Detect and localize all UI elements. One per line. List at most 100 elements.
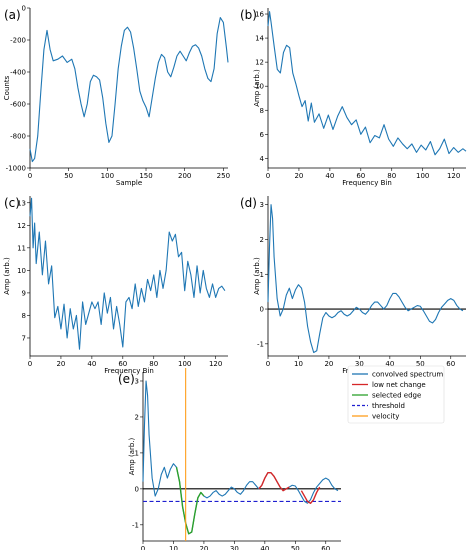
x-tick-label: 30 (355, 360, 364, 368)
x-tick-label: 10 (169, 545, 178, 550)
panel-label: (a) (4, 8, 21, 22)
chart-panel-1: (a)0 50 100 150 200 250-1000-800-600-400-2000… (3, 5, 230, 188)
x-axis-label: Frequency Bin (104, 367, 154, 375)
x-tick-label: 20 (199, 545, 208, 550)
x-tick-label: 0 (28, 360, 32, 368)
y-tick-label: 3 (260, 201, 264, 209)
y-tick-label: 9 (22, 289, 26, 297)
x-tick-label: 120 (447, 172, 460, 180)
series-line-selected-edge (175, 467, 205, 535)
x-tick-label: 80 (149, 360, 158, 368)
x-tick-label: 120 (209, 360, 222, 368)
x-tick-label: 20 (294, 172, 303, 180)
y-tick-label: -400 (10, 69, 26, 77)
y-tick-label: -1 (132, 521, 139, 529)
y-axis-label: Amp (arb.) (128, 437, 136, 475)
y-tick-label: 3 (135, 377, 139, 385)
x-tick-label: 50 (64, 172, 73, 180)
panel-label: (c) (4, 196, 20, 210)
x-tick-label: 0 (28, 172, 32, 180)
y-tick-label: 1 (135, 449, 139, 457)
panel-label: (d) (240, 196, 257, 210)
x-tick-label: 60 (118, 360, 127, 368)
axis-spines (142, 372, 341, 542)
legend-label: selected edge (372, 392, 421, 400)
x-tick-label: 20 (324, 360, 333, 368)
legend: convolved spectrum low net change selected… (347, 365, 445, 424)
axis-spines (29, 8, 228, 169)
series-line-1 (29, 17, 229, 163)
x-tick-label: 100 (101, 172, 114, 180)
chart-panel-2: (b) 0 20 40 60 80 100 120 4 6 8 10 12 14 16 Frequency B… (240, 8, 467, 187)
axis-spines (267, 196, 466, 357)
y-tick-label: 10 (17, 267, 26, 275)
y-tick-label: 12 (255, 59, 264, 67)
y-tick-label: 16 (255, 11, 264, 19)
y-axis-label: Amp (arb.) (253, 69, 261, 107)
x-tick-label: 30 (230, 545, 239, 550)
y-tick-label: 1 (260, 271, 264, 279)
series-line-low-net-change (258, 471, 290, 492)
x-tick-label: 100 (178, 360, 191, 368)
y-tick-label: 7 (22, 334, 26, 342)
x-tick-label: 10 (294, 360, 303, 368)
x-tick-label: 250 (217, 172, 230, 180)
y-tick-label: -1 (257, 340, 264, 348)
x-axis-label: Frequency Bin (342, 179, 392, 187)
y-tick-label: 0 (135, 485, 139, 493)
x-tick-label: 40 (325, 172, 334, 180)
y-tick-label: -200 (10, 37, 26, 45)
chart-panel-3: (c) 0 20 40 60 80 100 120 7 8 9 10 11 12 13 Frequency B… (3, 196, 228, 375)
legend-label: convolved spectrum (372, 371, 443, 379)
panel-label: (b) (240, 8, 257, 22)
y-tick-label: 8 (22, 312, 26, 320)
legend-label: threshold (372, 402, 405, 410)
y-tick-label: 13 (17, 199, 26, 207)
y-tick-label: 0 (260, 306, 264, 314)
x-tick-label: 40 (87, 360, 96, 368)
y-tick-label: 14 (255, 35, 264, 43)
x-tick-label: 150 (139, 172, 152, 180)
y-tick-label: 4 (260, 155, 265, 163)
y-axis-label: Amp (arb.) (253, 257, 261, 295)
y-tick-label: 8 (260, 107, 264, 115)
y-tick-label: -800 (10, 133, 26, 141)
y-tick-label: 0 (22, 5, 26, 13)
x-tick-label: 60 (356, 172, 365, 180)
x-tick-label: 0 (266, 360, 270, 368)
x-tick-label: 40 (385, 360, 394, 368)
legend-label: low net change (372, 381, 426, 389)
y-tick-label: 11 (17, 244, 26, 252)
y-tick-label: -1000 (6, 165, 26, 173)
y-tick-label: 12 (17, 222, 26, 230)
x-tick-label: 100 (416, 172, 429, 180)
x-tick-label: 20 (56, 360, 65, 368)
y-tick-label: -600 (10, 101, 26, 109)
x-tick-label: 200 (178, 172, 191, 180)
axis-spines (267, 8, 466, 169)
series-line-1 (29, 197, 226, 350)
x-tick-label: 0 (141, 545, 145, 550)
y-tick-label: 2 (260, 236, 264, 244)
legend-label: velocity (372, 413, 399, 421)
legend-box (347, 365, 445, 424)
x-tick-label: 80 (387, 172, 396, 180)
x-tick-label: 50 (416, 360, 425, 368)
y-tick-label: 10 (255, 83, 264, 91)
y-tick-label: 6 (260, 131, 265, 139)
x-axis-label: Sample (116, 179, 142, 187)
y-axis-label: Amp (arb.) (3, 257, 11, 295)
x-tick-label: 50 (291, 545, 300, 550)
y-tick-label: 2 (135, 413, 139, 421)
series-line-1 (267, 11, 467, 156)
series-line-convolved-spectrum (142, 380, 339, 535)
x-tick-label: 60 (321, 545, 330, 550)
x-tick-label: 0 (266, 172, 270, 180)
panel-label: (e) (118, 372, 135, 386)
x-tick-label: 40 (260, 545, 269, 550)
series-line-1 (267, 204, 464, 354)
x-tick-label: 60 (446, 360, 455, 368)
